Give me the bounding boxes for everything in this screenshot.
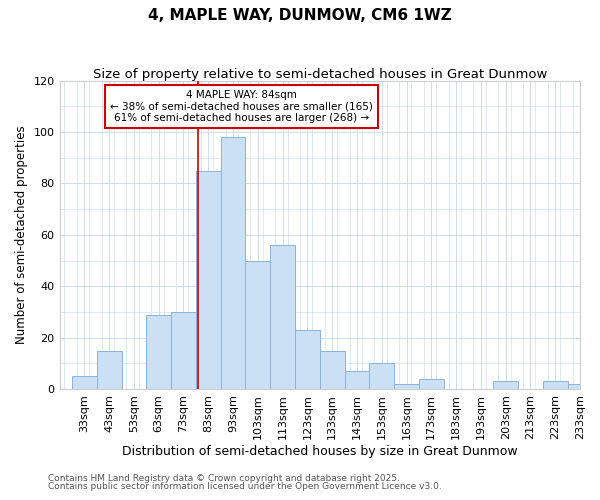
Text: Contains HM Land Registry data © Crown copyright and database right 2025.: Contains HM Land Registry data © Crown c… xyxy=(48,474,400,483)
Text: 4 MAPLE WAY: 84sqm
← 38% of semi-detached houses are smaller (165)
61% of semi-d: 4 MAPLE WAY: 84sqm ← 38% of semi-detache… xyxy=(110,90,373,123)
Bar xyxy=(97,350,122,389)
Bar xyxy=(394,384,419,389)
Text: Contains public sector information licensed under the Open Government Licence v3: Contains public sector information licen… xyxy=(48,482,442,491)
Bar xyxy=(568,384,592,389)
Bar xyxy=(493,382,518,389)
Bar xyxy=(419,379,443,389)
Text: 4, MAPLE WAY, DUNMOW, CM6 1WZ: 4, MAPLE WAY, DUNMOW, CM6 1WZ xyxy=(148,8,452,22)
Bar xyxy=(72,376,97,389)
Bar xyxy=(344,371,370,389)
Bar xyxy=(221,137,245,389)
X-axis label: Distribution of semi-detached houses by size in Great Dunmow: Distribution of semi-detached houses by … xyxy=(122,444,518,458)
Bar xyxy=(295,330,320,389)
Bar xyxy=(171,312,196,389)
Bar xyxy=(270,245,295,389)
Bar xyxy=(370,364,394,389)
Bar xyxy=(245,260,270,389)
Title: Size of property relative to semi-detached houses in Great Dunmow: Size of property relative to semi-detach… xyxy=(92,68,547,80)
Bar xyxy=(543,382,568,389)
Y-axis label: Number of semi-detached properties: Number of semi-detached properties xyxy=(15,126,28,344)
Bar xyxy=(320,350,344,389)
Bar xyxy=(146,314,171,389)
Bar xyxy=(196,170,221,389)
